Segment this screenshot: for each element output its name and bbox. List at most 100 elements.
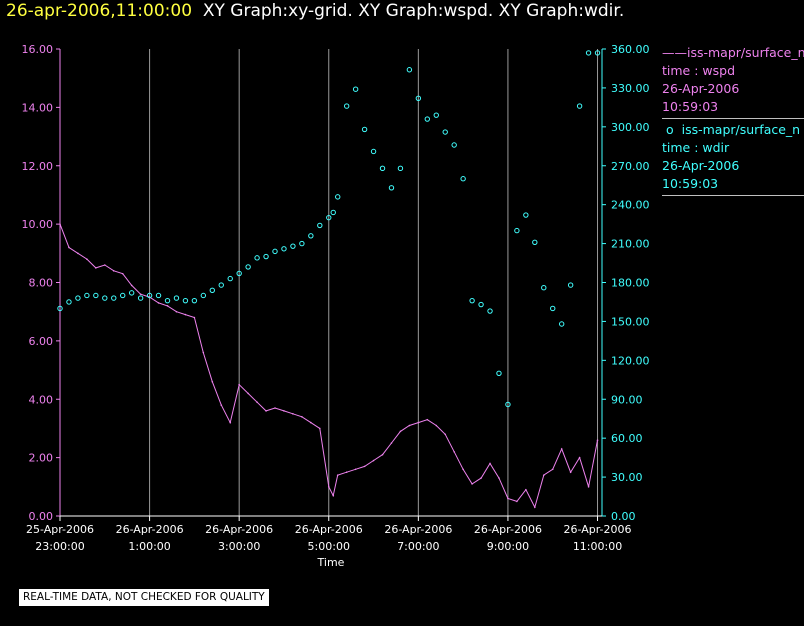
- data-point-wdir: [120, 292, 126, 299]
- data-point-wspd: [498, 477, 500, 479]
- data-point-wspd: [390, 442, 393, 444]
- y-right-tick-label: 90.00: [611, 393, 643, 406]
- data-point-wdir: [227, 275, 233, 282]
- data-point-wdir: [397, 165, 404, 172]
- data-point-wspd: [381, 453, 384, 456]
- data-point-wdir: [111, 295, 117, 301]
- data-point-wdir: [424, 116, 431, 122]
- x-axis-label: Time: [317, 556, 345, 569]
- legend-series-name: iss-mapr/surface_n: [687, 45, 804, 60]
- data-point-wspd: [86, 258, 88, 260]
- data-point-wspd: [417, 421, 420, 424]
- data-point-wspd: [139, 293, 142, 295]
- data-point-wdir: [433, 112, 439, 118]
- x-tick-label-date: 26-Apr-2006: [295, 523, 363, 536]
- data-point-wspd: [301, 415, 303, 418]
- data-point-wspd: [534, 506, 536, 509]
- data-point-wdir: [505, 401, 511, 408]
- data-point-wdir: [245, 264, 251, 270]
- data-point-wdir: [352, 86, 359, 92]
- data-point-wdir: [146, 292, 153, 299]
- data-point-wdir: [558, 321, 565, 327]
- data-point-wspd: [193, 316, 196, 319]
- data-point-wdir: [370, 148, 377, 155]
- data-point-wdir: [532, 239, 538, 245]
- data-point-wdir: [209, 287, 215, 293]
- data-point-wdir: [317, 222, 323, 229]
- data-point-wspd: [587, 486, 590, 488]
- data-point-wspd: [166, 305, 169, 307]
- legend-series-date: 26-Apr-2006: [662, 158, 740, 173]
- data-point-wdir: [361, 126, 368, 133]
- y-left-tick-label: 0.00: [29, 510, 54, 523]
- data-point-wspd: [569, 471, 572, 474]
- data-point-wspd: [184, 313, 187, 316]
- x-tick-label-time: 5:00:00: [308, 540, 350, 553]
- data-point-wspd: [310, 421, 312, 424]
- x-tick-label-date: 26-Apr-2006: [384, 523, 452, 536]
- legend-entry-wspd: ——iss-mapr/surface_n time : wspd 26-Apr-…: [662, 44, 804, 119]
- data-point-wdir: [330, 209, 336, 216]
- data-point-wspd: [256, 401, 258, 403]
- data-point-wdir: [343, 103, 350, 109]
- data-point-wspd: [444, 433, 447, 436]
- data-point-wdir: [460, 176, 466, 182]
- data-point-wspd: [462, 468, 464, 471]
- data-point-wdir: [93, 292, 99, 299]
- data-point-wspd: [59, 223, 61, 225]
- data-point-wdir: [182, 297, 189, 304]
- x-tick-label-date: 26-Apr-2006: [205, 523, 273, 536]
- data-point-wspd: [202, 351, 205, 354]
- y-right-tick-label: 210.00: [611, 238, 650, 251]
- y-right-tick-label: 60.00: [611, 432, 643, 445]
- legend-line-symbol: ——: [662, 45, 687, 60]
- legend-series-time: 10:59:03: [662, 99, 719, 114]
- data-point-wdir: [308, 233, 314, 239]
- data-point-wspd: [542, 474, 545, 476]
- data-point-wdir: [585, 50, 592, 56]
- data-point-wdir: [281, 246, 287, 252]
- data-point-wdir: [236, 270, 242, 277]
- data-point-wspd: [471, 483, 473, 485]
- x-tick-label-date: 25-Apr-2006: [26, 523, 94, 536]
- data-point-wspd: [560, 448, 563, 450]
- y-left-tick-label: 10.00: [22, 218, 54, 231]
- data-point-wdir: [263, 253, 269, 260]
- data-point-wspd: [453, 450, 455, 453]
- data-point-wspd: [157, 302, 160, 304]
- y-right-tick-label: 120.00: [611, 354, 650, 367]
- data-point-wspd: [175, 310, 178, 313]
- data-point-wdir: [173, 295, 180, 301]
- y-right-tick-label: 180.00: [611, 277, 650, 290]
- data-point-wdir: [576, 103, 583, 109]
- quality-disclaimer: REAL-TIME DATA, NOT CHECKED FOR QUALITY: [19, 589, 269, 606]
- y-left-tick-label: 6.00: [29, 335, 54, 348]
- y-right-tick-label: 30.00: [611, 471, 643, 484]
- data-point-wdir: [326, 214, 332, 221]
- data-point-wdir: [442, 129, 448, 135]
- data-point-wdir: [514, 227, 520, 234]
- data-point-wdir: [218, 282, 224, 288]
- data-point-wspd: [551, 468, 554, 471]
- data-point-wspd: [516, 500, 518, 503]
- legend: ——iss-mapr/surface_n time : wspd 26-Apr-…: [662, 44, 804, 198]
- data-point-wspd: [363, 465, 366, 468]
- data-point-wdir: [567, 282, 574, 288]
- data-point-wspd: [220, 404, 223, 406]
- data-point-wdir: [75, 295, 81, 301]
- y-left-tick-label: 2.00: [29, 452, 54, 465]
- x-tick-label-time: 11:00:00: [573, 540, 622, 553]
- data-point-wspd: [345, 471, 348, 474]
- data-point-wdir: [272, 248, 278, 255]
- x-tick-label-time: 7:00:00: [397, 540, 439, 553]
- data-point-wdir: [290, 243, 296, 249]
- data-point-wdir: [191, 297, 198, 304]
- y-left-tick-label: 14.00: [22, 101, 54, 114]
- data-point-wdir: [335, 194, 341, 200]
- data-point-wspd: [399, 430, 402, 433]
- data-point-wspd: [354, 468, 357, 471]
- legend-series-time: 10:59:03: [662, 176, 719, 191]
- data-point-wspd: [112, 270, 115, 272]
- data-point-wspd: [525, 488, 527, 491]
- data-point-wspd: [238, 383, 240, 386]
